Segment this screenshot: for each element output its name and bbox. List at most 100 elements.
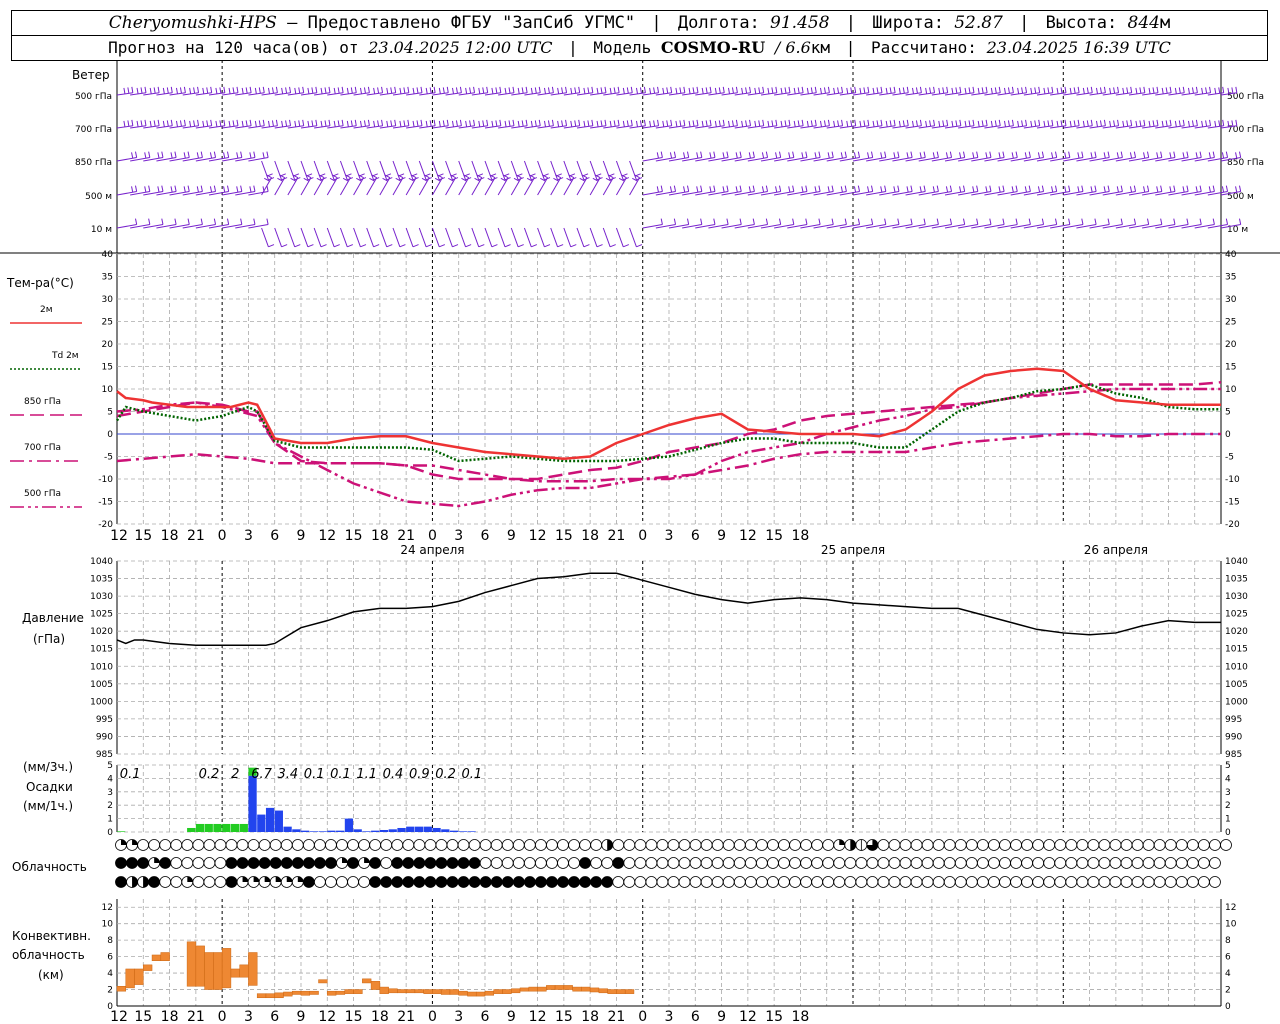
wind-barb-flag <box>438 87 441 94</box>
wind-barb-flag <box>223 119 226 126</box>
wind-barb-flag <box>350 120 353 127</box>
wind-barb-shaft <box>813 157 834 162</box>
wind-barb-flag <box>679 120 682 127</box>
wind-barb-flag <box>933 86 936 93</box>
prec-ytick-left: 1 <box>107 815 113 825</box>
wind-barb-shaft <box>734 224 755 229</box>
wind-barb-flag <box>1156 186 1159 193</box>
wind-barb-shaft <box>326 160 335 180</box>
wind-barb-flag <box>1221 186 1225 193</box>
cloud-circle <box>744 857 757 869</box>
wind-barb-shaft <box>668 157 689 162</box>
wind-barb-flag <box>354 119 357 126</box>
wind-barb-flag <box>739 218 742 225</box>
cloud-circle <box>822 839 835 851</box>
wind-barb-flag <box>386 120 389 127</box>
wind-barb-flag <box>530 87 533 94</box>
wind-barb-flag <box>206 120 209 127</box>
cloud-circle <box>137 839 150 851</box>
wind-barb-shaft <box>760 157 781 162</box>
wind-barb-flag <box>461 177 467 182</box>
cloud-circle <box>1142 876 1155 888</box>
cloud-circle <box>159 876 172 888</box>
cloud-circle <box>1087 839 1100 851</box>
wind-barb-flag <box>622 120 625 127</box>
cloud-circle <box>623 839 636 851</box>
wind-barb-flag <box>578 119 581 126</box>
wind-barb-flag <box>898 120 901 127</box>
wind-barb-flag <box>889 120 892 127</box>
wind-barb-flag <box>700 218 703 225</box>
wind-barb-flag <box>473 119 476 126</box>
wind-barb-flag <box>1169 119 1172 126</box>
wind-barb-flag <box>596 244 603 248</box>
wind-barb-shaft <box>1155 191 1176 196</box>
wind-barb-flag <box>846 120 849 127</box>
wind-barb-shaft <box>510 227 519 247</box>
cloud-circle <box>170 876 183 888</box>
wind-barb-shaft <box>787 191 808 196</box>
wind-barb-flag <box>170 186 173 193</box>
precip-3h-total: 0.1 <box>304 767 325 782</box>
precip-bar <box>406 826 415 832</box>
wind-barb-flag <box>1082 87 1085 94</box>
wind-barb-flag <box>587 87 590 94</box>
wind-barb-shaft <box>747 157 768 162</box>
wind-barb-flag <box>959 186 962 193</box>
wind-barb-flag <box>446 119 449 126</box>
wind-barb-shaft <box>1168 224 1189 229</box>
wind-barb-flag <box>898 87 901 94</box>
wind-barb-flag <box>512 86 515 93</box>
wind-barb-flag <box>469 120 472 127</box>
wind-barb-flag <box>197 119 200 126</box>
temp-ytick-left: -10 <box>98 475 113 485</box>
wind-barb-flag <box>596 120 599 127</box>
wind-barb-flag <box>253 185 256 192</box>
wind-barb-flag <box>609 87 612 94</box>
conv-unit: (км) <box>38 968 64 982</box>
precip-bar <box>248 767 257 776</box>
wind-barb-flag <box>174 151 177 158</box>
wind-barb-flag <box>1107 218 1110 225</box>
wind-barb-flag <box>241 120 244 127</box>
wind-barb-flag <box>465 244 472 248</box>
wind-barb-shaft <box>431 227 440 247</box>
wind-barb-flag <box>373 87 376 94</box>
wind-barb-flag <box>179 87 182 94</box>
temp-hour-label: 6 <box>691 528 700 544</box>
wind-barb-flag <box>1148 87 1151 94</box>
wind-barb-shaft <box>642 191 663 196</box>
cloud-circle <box>490 876 503 888</box>
wind-barb-flag <box>1113 87 1116 94</box>
wind-barb-flag <box>1199 151 1202 158</box>
wind-barb-flag <box>1086 120 1089 127</box>
wind-barb-flag <box>568 174 575 179</box>
wind-barb-flag <box>885 120 888 127</box>
wind-barb-shaft <box>563 227 572 247</box>
wind-barb-shaft <box>458 160 467 180</box>
temp-lines <box>115 367 1222 508</box>
cloud-circle <box>424 876 437 888</box>
wind-barb-flag <box>906 152 909 159</box>
wind-barb-shaft <box>879 157 900 162</box>
wind-barb-flag <box>275 119 278 126</box>
conv-bar <box>221 948 232 989</box>
temp-ytick-left: 5 <box>107 408 113 418</box>
conv-hour-label: 18 <box>371 1009 389 1024</box>
wind-barb-flag <box>1116 186 1119 193</box>
wind-barb-shaft <box>866 224 886 229</box>
wind-barb-flag <box>333 244 340 248</box>
cloud-half <box>850 839 856 851</box>
header-forecast-bar: Прогноз на 120 часа(ов) от 23.04.2025 12… <box>11 35 1268 61</box>
wind-barb-flag <box>910 185 913 192</box>
wind-barb-shaft <box>537 160 545 180</box>
prec-ytick-left: 3 <box>107 788 113 798</box>
wind-barb-flag <box>792 185 795 192</box>
precip-bar <box>336 830 345 832</box>
wind-barb-flag <box>320 87 323 94</box>
precip-bars: 0.1 0.2 2 6.7 3.4 0.1 0.1 1.1 0.4 0.9 0.2 0.1 <box>117 767 482 832</box>
wind-barb-flag <box>290 177 297 182</box>
conv-ytick-left: 8 <box>107 936 113 946</box>
cloud-circle <box>601 876 614 888</box>
wind-barb-flag <box>745 87 748 94</box>
